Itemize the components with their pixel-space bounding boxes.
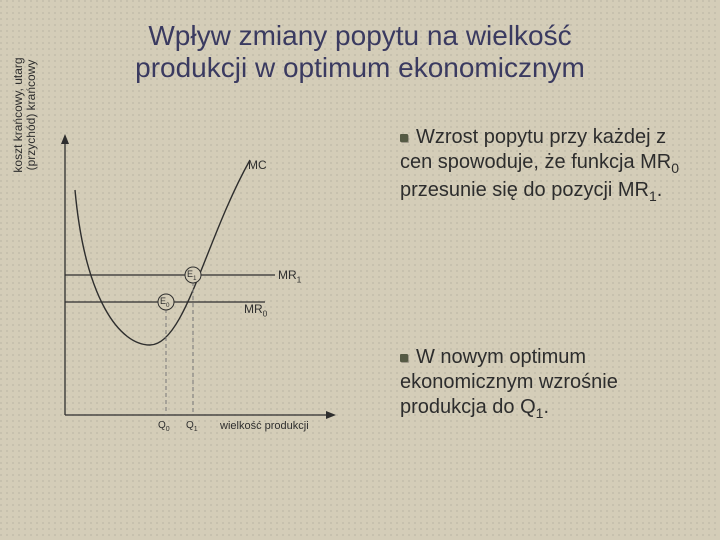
q1-tick-label: Q1 xyxy=(186,420,198,433)
p1-sub2: 1 xyxy=(649,188,657,204)
paragraph-2: W nowym optimum ekonomicznym wzrośnie pr… xyxy=(400,345,700,423)
p2-pre: W nowym optimum ekonomicznym wzrośnie pr… xyxy=(400,346,618,418)
slide: Wpływ zmiany popytu na wielkość produkcj… xyxy=(0,0,720,540)
p1-post: . xyxy=(657,179,663,201)
q0-tick-sub: 0 xyxy=(166,426,170,433)
q1-tick-sub: 1 xyxy=(194,426,198,433)
p1-pre: Wzrost popytu przy każdej z cen spowoduj… xyxy=(400,126,671,173)
mc-label: MC xyxy=(248,158,267,172)
mr1-label-sub: 1 xyxy=(297,274,302,284)
mr1-label-text: MR xyxy=(278,268,297,282)
x-axis-label: wielkość produkcji xyxy=(220,420,309,432)
e0-label-sub: 0 xyxy=(166,302,170,309)
paragraph-1: Wzrost popytu przy każdej z cen spowoduj… xyxy=(400,125,700,205)
e0-label: E0 xyxy=(160,296,170,309)
chart-svg xyxy=(20,130,360,460)
q0-tick-label: Q0 xyxy=(158,420,170,433)
mr1-label: MR1 xyxy=(278,268,301,284)
mr0-label-text: MR xyxy=(244,302,263,316)
bullet-icon xyxy=(400,134,408,142)
q0-tick-text: Q xyxy=(158,420,166,431)
mc-curve xyxy=(75,160,250,345)
economics-chart: koszt krańcowy, utarg (przychód) krańcow… xyxy=(20,130,360,460)
y-axis-arrow xyxy=(61,134,69,144)
p1-mid: przesunie się do pozycji MR xyxy=(400,179,649,201)
q1-tick-text: Q xyxy=(186,420,194,431)
slide-title: Wpływ zmiany popytu na wielkość produkcj… xyxy=(0,20,720,84)
bullet-icon xyxy=(400,354,408,362)
mr0-label: MR0 xyxy=(244,302,267,318)
e1-label: E1 xyxy=(187,269,197,282)
p1-sub1: 0 xyxy=(671,160,679,176)
mr0-label-sub: 0 xyxy=(263,308,268,318)
x-axis-arrow xyxy=(326,411,336,419)
e1-label-sub: 1 xyxy=(193,275,197,282)
p2-post: . xyxy=(543,396,549,418)
y-axis-label: koszt krańcowy, utarg (przychód) krańcow… xyxy=(12,30,38,200)
